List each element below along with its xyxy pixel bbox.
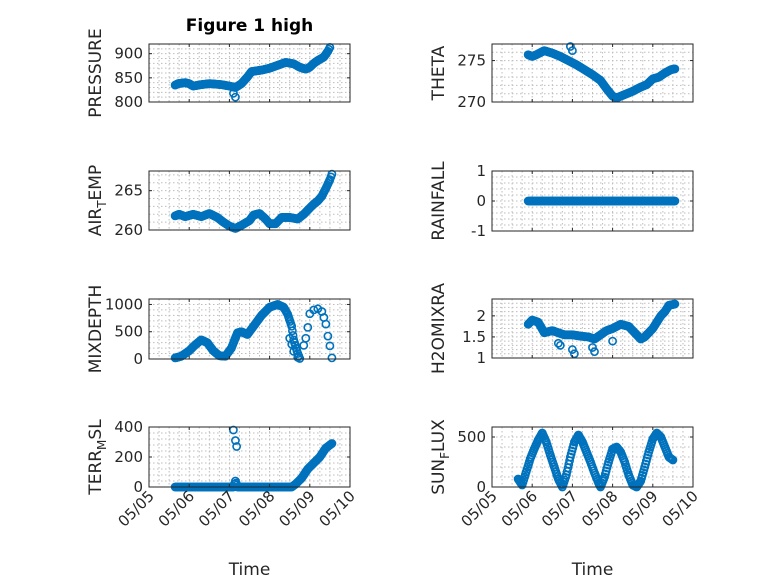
series-points	[523, 42, 680, 103]
subplot-5: 1 1.5 2 H2OMIXRA	[429, 283, 694, 374]
y-axis-label: SUNFLUX	[429, 419, 452, 495]
subplot-2: 260 265 AIRTEMP	[86, 165, 351, 239]
series-points	[170, 42, 335, 102]
y-tick-label: 265	[114, 182, 143, 200]
subplot-6: 020040005/0505/0605/0705/0805/0905/10TER…	[86, 418, 359, 580]
y-axis-label: THETA	[429, 45, 449, 101]
data-point	[287, 321, 297, 331]
data-point	[289, 346, 299, 356]
axes-frame	[148, 43, 351, 103]
chart-title: Figure 1 high	[186, 16, 314, 36]
y-axis-label: AIRTEMP	[86, 165, 109, 236]
data-point	[325, 341, 335, 351]
series-points	[523, 299, 680, 359]
axes-frame	[491, 43, 694, 103]
x-tick-label: 05/07	[538, 487, 581, 530]
y-tick-label: 850	[114, 69, 143, 87]
data-point	[231, 92, 240, 102]
axes-frame	[491, 426, 694, 488]
x-axis-label: Time	[571, 560, 614, 580]
subplot-3: -1 0 1 RAINFALL	[429, 161, 694, 241]
y-tick-label: 0	[476, 192, 486, 210]
y-tick-label: 260	[114, 221, 143, 239]
y-tick-label: 200	[114, 448, 143, 466]
axes-frame	[491, 298, 694, 359]
x-tick-label: 05/09	[275, 487, 318, 530]
data-point	[668, 455, 678, 465]
y-axis-label: RAINFALL	[429, 161, 449, 241]
data-point	[568, 345, 577, 354]
y-tick-label: 500	[114, 323, 143, 341]
data-point	[670, 196, 680, 206]
y-tick-label: 275	[457, 52, 486, 70]
x-tick-label: 05/08	[578, 487, 621, 530]
x-tick-label: 05/08	[235, 487, 278, 530]
y-tick-label: 400	[114, 418, 143, 436]
data-point	[555, 340, 565, 350]
data-point	[231, 436, 240, 445]
y-tick-label: 2	[476, 307, 486, 325]
series-points	[513, 428, 678, 492]
data-point	[303, 322, 313, 332]
data-point	[309, 305, 319, 315]
subplot-7: 050005/0505/0605/0705/0805/0905/10SUNFLU…	[429, 419, 702, 580]
subplot-1: 270 275 THETA	[429, 42, 694, 111]
data-point	[670, 299, 680, 309]
series-points	[170, 300, 337, 363]
data-point	[327, 353, 337, 363]
y-tick-label: 0	[476, 478, 486, 496]
axes-frame	[148, 170, 351, 231]
data-point	[293, 352, 303, 362]
y-tick-label: 0	[133, 350, 143, 368]
x-tick-label: 05/10	[659, 487, 702, 530]
y-tick-label: 0	[133, 478, 143, 496]
y-axis-label: H2OMIXRA	[429, 283, 449, 374]
data-point	[301, 333, 311, 343]
series-points	[170, 169, 337, 233]
data-point	[321, 319, 331, 329]
data-point	[590, 347, 599, 357]
data-point	[570, 349, 579, 359]
y-tick-label: 270	[457, 93, 486, 111]
x-axis-label: Time	[228, 560, 271, 580]
data-point	[327, 439, 337, 448]
data-point	[287, 326, 297, 336]
y-tick-label: 1	[476, 162, 486, 180]
data-point	[568, 46, 577, 56]
axes-frame	[148, 298, 351, 360]
y-tick-label: 1.5	[462, 328, 486, 346]
y-tick-label: 1000	[105, 295, 143, 313]
y-axis-label: TERRMSL	[86, 419, 109, 496]
x-tick-label: 05/06	[498, 487, 541, 530]
series-points	[523, 196, 680, 206]
data-point	[670, 64, 680, 74]
y-tick-label: 500	[457, 428, 486, 446]
x-tick-label: 05/09	[618, 487, 661, 530]
y-tick-label: -1	[471, 222, 486, 240]
data-point	[323, 331, 333, 341]
x-tick-label: 05/06	[155, 487, 198, 530]
data-point	[299, 340, 309, 350]
y-tick-label: 800	[114, 93, 143, 111]
y-axis-label: MIXDEPTH	[86, 285, 106, 374]
x-tick-label: 05/07	[195, 487, 238, 530]
grid-lines	[148, 426, 351, 488]
x-tick-label: 05/10	[316, 487, 359, 530]
y-axis-label: PRESSURE	[86, 28, 106, 117]
y-tick-label: 900	[114, 45, 143, 63]
subplot-0: 800 850 900 PRESSURE Figure 1 high	[86, 16, 351, 118]
y-tick-label: 1	[476, 349, 486, 367]
data-point	[588, 343, 597, 352]
data-point	[232, 442, 242, 451]
data-point	[553, 338, 563, 348]
data-point	[565, 42, 575, 51]
data-point	[608, 336, 617, 346]
